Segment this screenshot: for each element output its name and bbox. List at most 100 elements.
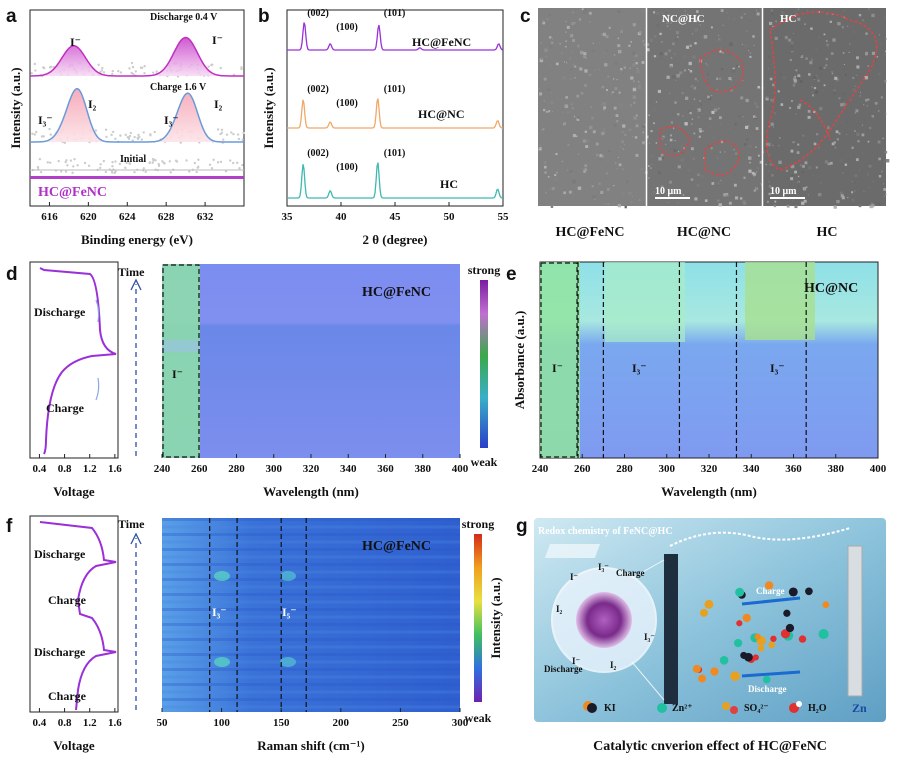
a-noise-dot [70, 159, 72, 161]
b-ticks-label-1: 40 [336, 211, 348, 223]
g-ion [743, 614, 751, 622]
f-region-3: Discharge [34, 645, 86, 659]
a-peak-label-3: I₃⁻ [38, 113, 53, 127]
d-ticks-label-7: 380 [415, 463, 432, 475]
a-noise-dot [170, 171, 172, 173]
a-noise-dot [209, 164, 211, 166]
c-caption-1: HC@FeNC [555, 225, 624, 240]
g-ion [819, 629, 829, 639]
a-ticks-label-2: 624 [119, 211, 136, 223]
f-cbar-top: strong [462, 517, 494, 531]
a-label-discharge: Discharge 0.4 V [150, 12, 218, 23]
d-xlabel: Wavelength (nm) [263, 484, 359, 499]
a-noise-dot [232, 133, 234, 135]
a-noise-dot [222, 138, 224, 140]
d-region-discharge: Discharge [34, 305, 86, 319]
d-vticks-label-0: 0.4 [33, 463, 47, 475]
g-title: Redox chemistry of FeNC@HC [538, 526, 673, 537]
a-noise-dot [240, 68, 242, 70]
a-noise-dot [72, 165, 74, 167]
a-noise-dot [175, 160, 177, 162]
d-voltage-box [30, 262, 118, 458]
a-noise-dot [66, 164, 68, 166]
a-noise-dot [103, 160, 105, 162]
a-noise-dot [34, 69, 36, 71]
a-noise-dot [112, 70, 114, 72]
f-ticks-label-3: 200 [333, 717, 350, 729]
a-noise-dot [220, 67, 222, 69]
a-noise-dot [156, 70, 158, 72]
d-colorbar [480, 280, 488, 448]
g-ion [768, 642, 775, 649]
g-ion [783, 610, 790, 617]
a-ylabel: Intensity (a.u.) [8, 67, 23, 148]
a-noise-dot [138, 136, 140, 138]
d-time-label: Time [118, 265, 145, 279]
a-noise-dot [141, 138, 143, 140]
a-noise-dot [39, 158, 41, 160]
g-ion [735, 588, 744, 597]
a-noise-dot [194, 162, 196, 164]
a-noise-dot [212, 159, 214, 161]
e-ticks-label-5: 340 [743, 463, 760, 475]
b-peaklabel-0-0: (002) [307, 8, 329, 19]
g-ion [720, 656, 729, 665]
a-ticks-label-0: 616 [41, 211, 58, 223]
e-ticks-label-3: 300 [659, 463, 676, 475]
a-ticks-label-4: 632 [197, 211, 214, 223]
f-stripe [162, 578, 460, 581]
a-noise-dot [237, 133, 239, 135]
a-noise-dot [65, 159, 67, 161]
a-noise-dot [241, 164, 243, 166]
a-noise-dot [105, 128, 107, 130]
a-noise-dot [232, 162, 234, 164]
c-grain [886, 159, 889, 162]
a-noise-dot [207, 65, 209, 67]
b-ticks-label-2: 45 [390, 211, 402, 223]
a-noise-dot [161, 160, 163, 162]
f-ticks-label-1: 100 [213, 717, 230, 729]
g-ion [758, 645, 764, 651]
f-voltage-xlabel: Voltage [53, 738, 95, 753]
f-voltage-box [30, 516, 118, 712]
f-stripe [162, 593, 460, 596]
f-stripe [162, 533, 460, 536]
a-noise-dot [103, 71, 105, 73]
a-noise-dot [188, 170, 190, 172]
g-ion [698, 675, 706, 683]
panel-label-f: f [6, 516, 13, 537]
a-noise-dot [135, 70, 137, 72]
g-ion [765, 581, 773, 589]
a-noise-dot [111, 161, 113, 163]
g-species-1: I⁻ [570, 572, 579, 582]
b-xlabel: 2 θ (degree) [362, 232, 427, 247]
a-peak-label-5: I₃⁻ [164, 113, 179, 127]
a-noise-dot [34, 133, 36, 135]
d-voltage-xlabel: Voltage [53, 484, 95, 499]
f-ticks-label-4: 250 [392, 717, 409, 729]
g-species-5: I⁻ [572, 656, 581, 666]
a-noise-dot [40, 171, 42, 173]
e-ticks-label-4: 320 [701, 463, 718, 475]
g-species-4: I₃⁻ [644, 632, 655, 642]
f-stripe [162, 586, 460, 589]
b-peaklabel-1-0: (002) [307, 84, 329, 95]
f-region-4: Charge [48, 689, 87, 703]
g-ion [805, 587, 813, 595]
g-ion [704, 600, 713, 609]
g-ion [763, 676, 771, 684]
g-legend-h2o: H₂O [808, 703, 827, 714]
c-scale-2: 10 μm [655, 186, 682, 197]
d-cbar-top: strong [468, 263, 500, 277]
g-cycle-charge: Charge [616, 568, 645, 578]
a-noise-dot [114, 138, 116, 140]
a-noise-dot [217, 128, 219, 130]
a-noise-dot [230, 131, 232, 133]
c-caption-2: HC@NC [677, 225, 731, 240]
c-tag-2: NC@HC [662, 13, 705, 25]
a-noise-dot [221, 129, 223, 131]
panel-label-e: e [506, 264, 517, 285]
a-noise-dot [131, 62, 133, 64]
a-noise-dot [217, 161, 219, 163]
